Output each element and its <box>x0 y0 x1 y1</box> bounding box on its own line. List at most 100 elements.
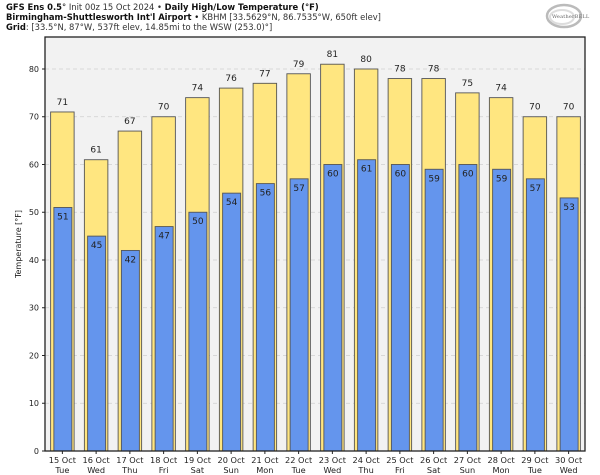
high-value-label: 74 <box>495 84 507 94</box>
high-value-label: 81 <box>327 50 338 60</box>
high-value-label: 76 <box>225 74 237 84</box>
y-tick-label: 30 <box>29 304 39 313</box>
y-tick-label: 50 <box>29 208 39 217</box>
high-value-label: 80 <box>360 55 372 65</box>
high-value-label: 67 <box>124 117 135 127</box>
high-value-label: 70 <box>563 103 575 113</box>
x-tick-date: 27 Oct <box>454 455 482 465</box>
low-value-label: 53 <box>563 203 574 213</box>
station-name: Birmingham-Shuttlesworth Int'l Airport <box>6 12 192 22</box>
low-bar <box>154 226 174 452</box>
x-tick-date: 15 Oct <box>49 455 77 465</box>
low-value-label: 47 <box>158 232 169 242</box>
x-tick-weekday: Fri <box>395 465 405 475</box>
x-tick-weekday: Mon <box>256 465 273 475</box>
low-value-label: 60 <box>395 169 407 179</box>
low-bar <box>492 168 512 452</box>
model-degree: ° <box>61 2 67 12</box>
low-bar <box>87 235 107 452</box>
low-value-label: 51 <box>57 212 68 222</box>
x-tick-date: 22 Oct <box>285 455 313 465</box>
x-tick-date: 20 Oct <box>218 455 246 465</box>
low-value-label: 59 <box>496 174 508 184</box>
low-value-label: 50 <box>192 217 204 227</box>
low-value-label: 61 <box>361 165 372 175</box>
grid-details: : [33.5°N, 87°W, 537ft elev, 14.85mi to … <box>25 22 273 32</box>
low-bar <box>222 192 242 452</box>
low-bar <box>53 207 73 452</box>
model-name: GFS Ens 0.5 <box>6 2 62 12</box>
low-bar <box>525 178 545 452</box>
x-tick-weekday: Sun <box>460 465 476 475</box>
low-bar <box>289 178 309 452</box>
low-value-label: 54 <box>226 198 238 208</box>
x-tick-date: 21 Oct <box>251 455 279 465</box>
low-bar <box>323 164 343 452</box>
x-tick-date: 19 Oct <box>184 455 212 465</box>
weatherbell-logo: WeatherBELL <box>544 3 594 29</box>
low-value-label: 60 <box>462 169 474 179</box>
x-tick-weekday: Wed <box>560 465 578 475</box>
y-tick-label: 20 <box>29 351 39 360</box>
x-tick-weekday: Thu <box>357 465 373 475</box>
x-tick-date: 30 Oct <box>555 455 583 465</box>
high-value-label: 70 <box>158 103 170 113</box>
y-tick-label: 40 <box>29 256 39 265</box>
plot-frame <box>44 36 586 452</box>
y-axis-label: Temperature [°F] <box>14 210 23 279</box>
data-labels: 71 51 61 45 67 42 70 47 74 50 76 54 77 56 79 57 81 60 80 61… <box>57 50 575 265</box>
x-tick-date: 16 Oct <box>83 455 111 465</box>
y-tick-label: 70 <box>29 113 39 122</box>
low-bar <box>390 164 410 452</box>
high-value-label: 71 <box>57 98 68 108</box>
x-tick-weekday: Sat <box>427 465 441 475</box>
x-tick-weekday: Tue <box>527 465 542 475</box>
high-value-label: 75 <box>462 79 473 89</box>
grid-label: Grid <box>6 22 26 32</box>
low-value-label: 60 <box>327 169 339 179</box>
chart-title: Daily High/Low Temperature (°F) <box>164 2 319 12</box>
x-tick-date: 29 Oct <box>521 455 549 465</box>
bars <box>50 63 581 452</box>
x-tick-weekday: Thu <box>121 465 137 475</box>
low-bar <box>424 168 444 452</box>
x-tick-weekday: Sun <box>223 465 239 475</box>
init-time: Init 00z 15 Oct 2024 • <box>66 2 165 12</box>
x-tick-weekday: Tue <box>54 465 69 475</box>
low-bar <box>188 211 208 452</box>
low-value-label: 57 <box>530 184 541 194</box>
high-value-label: 77 <box>259 69 270 79</box>
y-tick-label: 10 <box>29 399 39 408</box>
x-tick-date: 23 Oct <box>319 455 347 465</box>
x-tick-weekday: Fri <box>159 465 169 475</box>
low-bar <box>255 183 275 452</box>
x-tick-weekday: Wed <box>87 465 105 475</box>
y-axis-ticks: 0 10 20 30 40 50 60 70 80 <box>29 65 45 456</box>
x-tick-weekday: Wed <box>323 465 341 475</box>
chart-header-line-3: Grid: [33.5°N, 87°W, 537ft elev, 14.85mi… <box>6 22 272 32</box>
low-bar <box>458 164 478 452</box>
station-details: KBHM [33.5629°N, 86.7535°W, 650ft elev] <box>201 12 381 22</box>
station-separator: • <box>191 12 202 22</box>
high-value-label: 78 <box>428 65 440 75</box>
y-tick-label: 60 <box>29 160 39 169</box>
y-tick-label: 80 <box>29 65 39 74</box>
high-value-label: 61 <box>90 146 101 156</box>
low-bar <box>559 197 579 452</box>
low-bar <box>120 249 140 452</box>
x-tick-weekday: Tue <box>291 465 306 475</box>
x-tick-weekday: Sat <box>191 465 205 475</box>
low-bar <box>357 159 377 452</box>
chart-header-line-2: Birmingham-Shuttlesworth Int'l Airport •… <box>6 12 381 22</box>
y-tick-label: 0 <box>34 447 39 456</box>
low-value-label: 57 <box>293 184 304 194</box>
logo-swoosh-icon <box>545 3 583 29</box>
chart-header-line-1: GFS Ens 0.5° Init 00z 15 Oct 2024 • Dail… <box>6 2 319 12</box>
low-value-label: 59 <box>428 174 440 184</box>
x-tick-date: 17 Oct <box>116 455 144 465</box>
x-tick-weekday: Mon <box>492 465 509 475</box>
low-value-label: 45 <box>91 241 102 251</box>
x-tick-date: 28 Oct <box>488 455 516 465</box>
